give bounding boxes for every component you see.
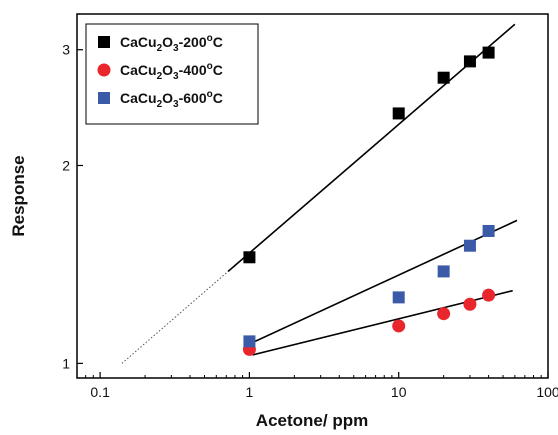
data-point: [437, 307, 451, 321]
x-tick-label: 1: [246, 384, 254, 400]
data-point: [482, 46, 495, 59]
data-point: [437, 265, 450, 278]
legend-marker: [97, 63, 111, 77]
data-point: [482, 288, 496, 302]
data-point: [243, 251, 256, 264]
legend-box: [85, 23, 259, 125]
axis-ticks: 0.1 1 10 100 1 2 3: [62, 42, 558, 400]
data-point: [437, 71, 450, 84]
fit-line: [249, 219, 518, 345]
data-point: [482, 224, 495, 237]
data-points: [242, 46, 496, 356]
legend-label: CaCu2O3-600oC: [120, 89, 223, 110]
y-tick-label: 1: [62, 355, 70, 371]
y-tick-label: 3: [62, 42, 70, 58]
x-tick-label: 10: [391, 384, 407, 400]
plot-frame: [76, 13, 549, 379]
x-tick-label: 100: [536, 384, 558, 400]
data-point: [392, 319, 406, 333]
data-point: [463, 55, 476, 68]
x-axis-label: Acetone/ ppm: [256, 411, 368, 430]
legend-marker: [98, 92, 110, 104]
legend: CaCu2O3-200oC CaCu2O3-400oC CaCu2O3-600oC: [85, 23, 259, 125]
legend-label: CaCu2O3-200oC: [120, 33, 223, 54]
data-point: [392, 107, 405, 120]
y-tick-label: 2: [62, 157, 70, 173]
legend-items: CaCu2O3-200oC CaCu2O3-400oC CaCu2O3-600oC: [97, 33, 223, 110]
legend-marker: [98, 36, 110, 48]
data-point: [243, 335, 256, 348]
data-point: [463, 297, 477, 311]
y-axis-label: Response: [9, 155, 28, 236]
x-tick-label: 0.1: [90, 384, 110, 400]
data-point: [392, 291, 405, 304]
extrapolation-line: [121, 271, 229, 364]
legend-label: CaCu2O3-400oC: [120, 61, 223, 82]
data-point: [463, 239, 476, 252]
